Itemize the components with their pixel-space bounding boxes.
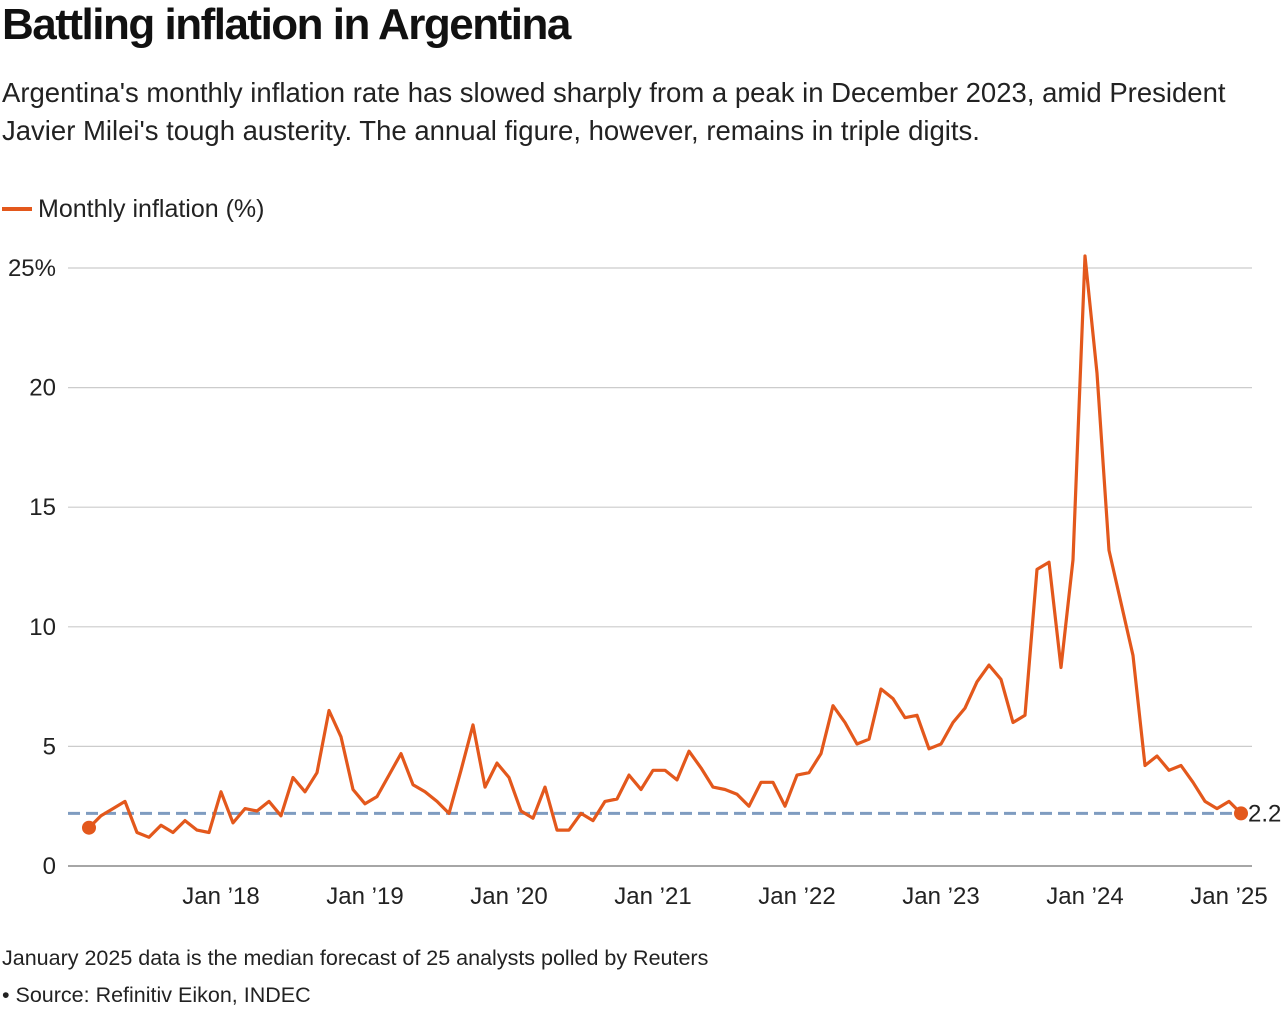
series-group xyxy=(82,254,1248,839)
legend: Monthly inflation (%) xyxy=(2,194,264,224)
x-tick-label: Jan ’19 xyxy=(326,883,403,910)
x-tick-label: Jan ’23 xyxy=(902,883,979,910)
x-tick-label: Jan ’22 xyxy=(758,883,835,910)
x-axis: Jan ’18 Jan ’19 Jan ’20 Jan ’21 Jan ’22 Jan ’… xyxy=(182,883,1267,910)
reference-line-group: 2.2 xyxy=(68,800,1281,827)
chart-title: Battling inflation in Argentina xyxy=(2,0,571,49)
series-end-point xyxy=(1234,806,1248,821)
x-tick-label: Jan ’25 xyxy=(1190,883,1267,910)
chart-subtitle: Argentina's monthly inflation rate has s… xyxy=(2,77,1226,146)
y-tick-label: 0 xyxy=(43,853,56,880)
series-line xyxy=(87,254,1243,839)
y-tick-label: 15 xyxy=(29,494,56,521)
chart-note: January 2025 data is the median forecast… xyxy=(2,946,709,970)
reference-label: 2.2 xyxy=(1248,800,1281,827)
gridlines xyxy=(68,267,1252,867)
line-chart: 0 5 10 15 20 25% Jan ’18 Jan ’19 Jan ’20 Jan ’21… xyxy=(8,254,1281,910)
x-tick-label: Jan ’20 xyxy=(470,883,547,910)
y-axis: 0 5 10 15 20 25% xyxy=(8,255,56,880)
x-tick-label: Jan ’21 xyxy=(614,883,691,910)
y-tick-label: 25% xyxy=(8,255,56,282)
y-tick-label: 5 xyxy=(43,733,56,760)
legend-label: Monthly inflation (%) xyxy=(38,194,265,223)
series-start-point xyxy=(82,820,96,835)
x-tick-label: Jan ’24 xyxy=(1046,883,1123,910)
y-tick-label: 20 xyxy=(29,375,56,402)
x-tick-label: Jan ’18 xyxy=(182,883,259,910)
y-tick-label: 10 xyxy=(29,614,56,641)
legend-swatch xyxy=(2,207,32,211)
chart-source: • Source: Refinitiv Eikon, INDEC xyxy=(2,983,311,1007)
